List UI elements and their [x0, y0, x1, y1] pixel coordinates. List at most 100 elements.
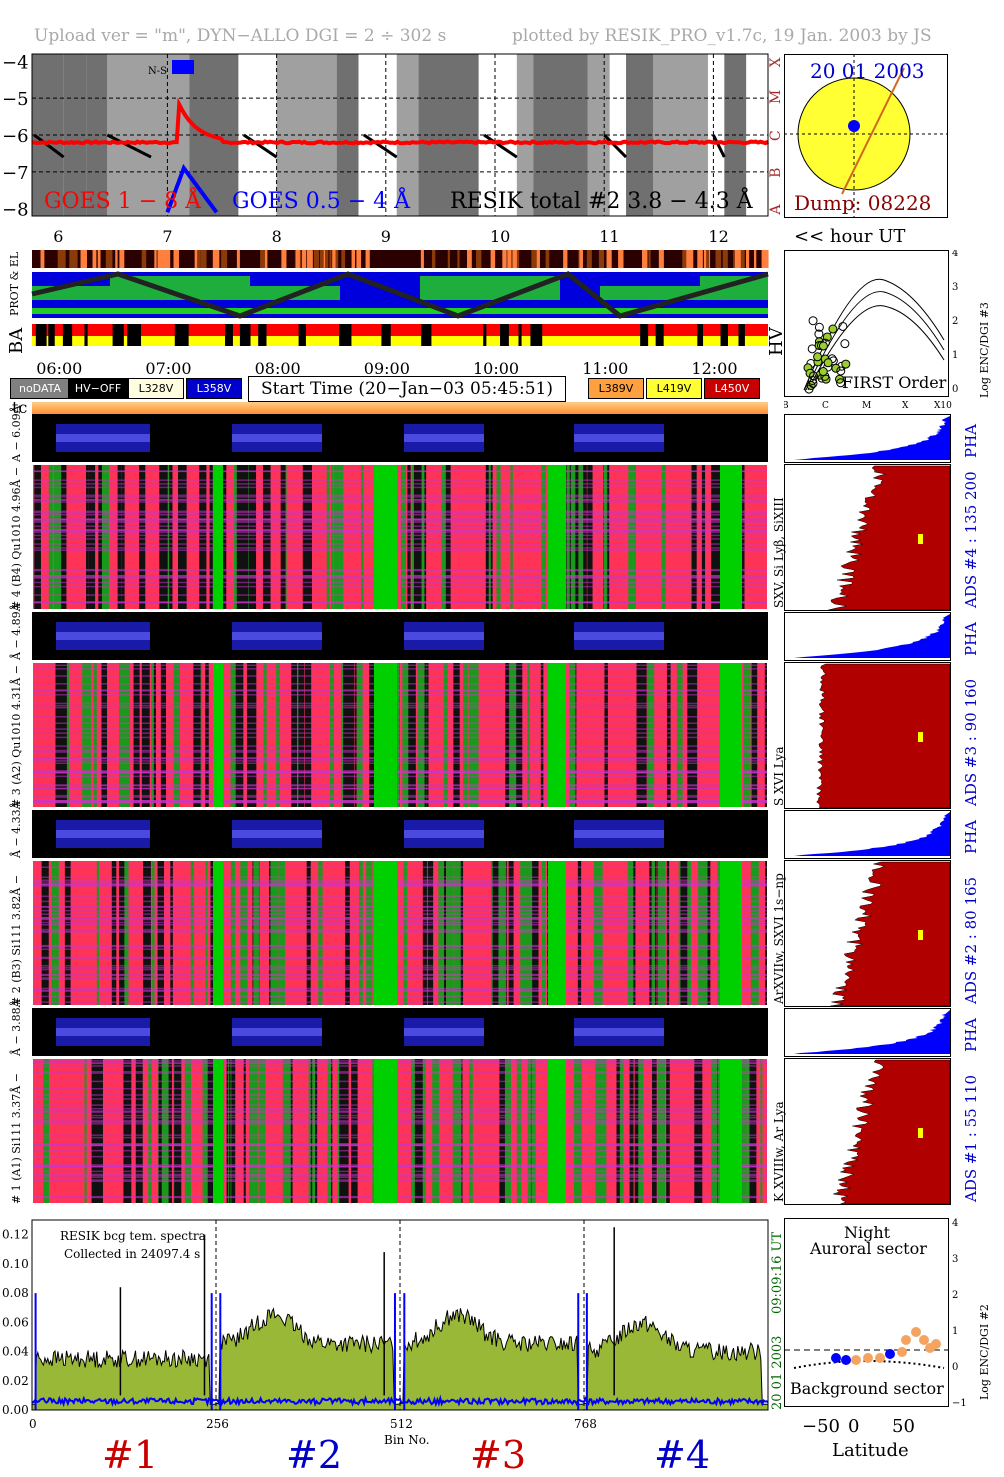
- spectrogram-column: [230, 662, 236, 808]
- spectrogram-column: [657, 860, 666, 1006]
- spectrogram-column: [327, 1058, 332, 1204]
- spectrogram-column: [59, 464, 62, 610]
- legend-l450: L450V: [704, 378, 760, 399]
- strip-mark: [341, 250, 346, 268]
- spectrogram-gap: [213, 1058, 223, 1204]
- spectrogram-column: [161, 1058, 169, 1204]
- spectrogram-column: [160, 464, 166, 610]
- spectrogram-column: [744, 662, 750, 808]
- spectrogram-column: [278, 860, 285, 1006]
- spectrogram-column: [356, 662, 363, 808]
- spectrogram-column: [714, 464, 723, 610]
- spectrogram-column: [279, 860, 282, 1006]
- sun-panel: 20 01 2003 Dump: 08228: [784, 54, 948, 218]
- goes-short-label: GOES 0.5 − 4 Å: [232, 186, 411, 214]
- ba-mark: [721, 324, 728, 346]
- sun-date: 20 01 2003: [810, 59, 925, 83]
- spectrum-xtick: 0: [29, 1417, 37, 1431]
- spectrum-section-label: #4: [654, 1433, 710, 1477]
- spectrogram-column: [366, 860, 373, 1006]
- spectrogram-column: [498, 860, 506, 1006]
- spectrogram-column: [666, 860, 670, 1006]
- ads-histogram: [828, 465, 951, 611]
- spectrogram-column: [604, 662, 608, 808]
- legend-l389: L389V: [588, 378, 644, 399]
- spectrogram-column: [276, 662, 280, 808]
- goes-class-letter: C: [768, 130, 784, 141]
- spectrogram-column: [510, 464, 513, 610]
- spectrogram-gap: [374, 860, 397, 1006]
- map-xtick: 0: [848, 1416, 859, 1437]
- ba-label: BA: [6, 327, 27, 354]
- channel-3-histogram: [784, 612, 951, 809]
- strip-mark: [301, 250, 307, 268]
- channel-1-label: # 1 (A1) Si111 3.37Å −: [10, 1073, 23, 1204]
- spectrogram-column: [193, 662, 201, 808]
- spectrogram-column: [764, 662, 768, 808]
- strip-mark: [598, 250, 605, 268]
- spectrogram-column: [271, 860, 279, 1006]
- ba-mark: [84, 324, 88, 346]
- ba-mark: [421, 324, 432, 346]
- spectrum-ytick: 0.08: [2, 1286, 29, 1300]
- channel-3-lines: S XVI Lya: [772, 746, 786, 807]
- strip-mark: [80, 250, 85, 268]
- map-ytick: 2: [952, 1290, 958, 1301]
- map-ytick: 4: [952, 1218, 958, 1229]
- strip-mark: [490, 250, 496, 268]
- ns-marker: N-S: [148, 66, 167, 77]
- spectrogram-column: [634, 1058, 639, 1204]
- goes-ytick: −5: [2, 89, 29, 110]
- spectrogram-column: [697, 1058, 703, 1204]
- spectrogram-column: [151, 662, 156, 808]
- hv-point: [808, 316, 818, 326]
- strip-mark: [115, 250, 118, 268]
- spectrogram-column: [41, 860, 49, 1006]
- goes-yticks: −4 −5 −6 −7 −8: [2, 52, 29, 220]
- spectrogram-column: [231, 1058, 236, 1204]
- goes-plot-border: [31, 53, 769, 217]
- spectrogram-column: [280, 464, 286, 610]
- strip-mark: [684, 250, 691, 268]
- spectrogram-column: [531, 1058, 536, 1204]
- spectrogram-column: [698, 860, 705, 1006]
- strip-mark: [739, 250, 745, 268]
- spectrogram-column: [515, 662, 523, 808]
- spectrogram-column: [749, 1058, 757, 1204]
- spectrogram-column: [256, 1058, 259, 1204]
- spectrogram-column: [569, 662, 576, 808]
- spectrogram-column: [168, 1058, 172, 1204]
- spectrogram-column: [472, 662, 479, 808]
- spectrogram-column: [740, 464, 745, 610]
- spectrogram-gap: [720, 662, 742, 808]
- channel-1-pha-label: PHA: [962, 1017, 980, 1052]
- goes-chart: N-S −4 −5 −6 −7 −8 X M C B A GOES 1 − 8 Å GOES 0…: [2, 52, 784, 246]
- hv-point: [836, 366, 846, 376]
- pha-histogram: [794, 812, 950, 856]
- map-point: [919, 1335, 929, 1345]
- spectrogram-column: [579, 464, 583, 610]
- spectrogram-column: [137, 1058, 143, 1204]
- spectrogram-column: [97, 1058, 103, 1204]
- spectrogram-column: [228, 1058, 232, 1204]
- channel-1-pha-range: Å − 3.88Å: [10, 999, 23, 1056]
- spectrogram-column: [349, 662, 354, 808]
- spectrogram-column: [453, 1058, 462, 1204]
- spectrogram-column: [633, 860, 636, 1006]
- hv-ytick: 4: [952, 250, 958, 259]
- sun-dump: Dump: 08228: [794, 191, 931, 215]
- strip-mark: [658, 250, 664, 268]
- spectrogram-column: [61, 662, 67, 808]
- spectrogram-column: [246, 662, 255, 808]
- tc-label: tc: [12, 398, 28, 417]
- spectrogram-column: [505, 662, 510, 808]
- spectrogram-column: [34, 464, 41, 610]
- spectrogram-column: [151, 662, 154, 808]
- spectrogram-column: [412, 662, 415, 808]
- spectrogram-column: [369, 662, 373, 808]
- spectrum-xtick: 768: [574, 1417, 597, 1431]
- orbit-track: [841, 67, 905, 195]
- spectrogram-column: [446, 860, 454, 1006]
- spectrogram-column: [598, 860, 603, 1006]
- strip-mark: [194, 250, 199, 268]
